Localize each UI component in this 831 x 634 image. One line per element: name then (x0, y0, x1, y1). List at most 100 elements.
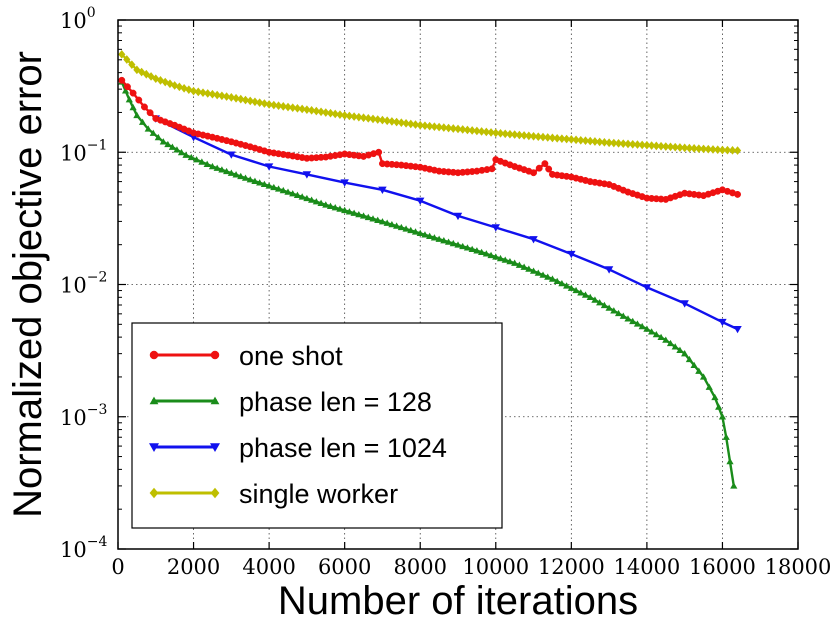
data-point (345, 208, 353, 215)
data-point (586, 293, 594, 301)
data-point (388, 220, 396, 228)
data-point (168, 143, 176, 150)
data-point (251, 177, 259, 184)
data-point (298, 193, 306, 200)
data-point (177, 148, 186, 156)
data-point (530, 169, 538, 177)
data-point (312, 106, 320, 116)
data-point (733, 325, 742, 334)
data-point (676, 143, 684, 152)
data-point (173, 146, 181, 153)
x-tick-label: 14000 (613, 555, 680, 579)
data-point (293, 191, 302, 198)
data-point (435, 122, 443, 132)
data-point (662, 142, 670, 151)
data-point (359, 212, 368, 219)
data-point (331, 109, 339, 119)
data-point (624, 315, 632, 322)
data-point (487, 128, 495, 137)
data-point (237, 172, 245, 180)
tick-layer: 0 2000 4000 6000 8000 10000 12000 14000 16000 180… (60, 5, 831, 579)
data-point (426, 121, 434, 131)
data-point (322, 201, 330, 208)
data-point (232, 171, 240, 178)
data-point (430, 122, 438, 131)
legend-marker (149, 396, 159, 405)
data-point (279, 186, 287, 194)
data-point (355, 112, 363, 122)
y-tick-base: 10 (60, 406, 87, 430)
data-point (265, 100, 273, 109)
data-point (718, 413, 727, 420)
data-point (730, 482, 738, 489)
x-axis-title: Number of iterations (278, 579, 638, 623)
data-point (341, 111, 349, 120)
data-point (718, 318, 727, 327)
legend-marker (149, 487, 159, 499)
data-point (619, 139, 627, 148)
data-point (633, 320, 642, 327)
data-point (289, 103, 297, 112)
data-point (473, 126, 481, 136)
data-point (525, 131, 533, 141)
data-point (378, 186, 387, 195)
data-point (397, 118, 405, 128)
legend-label: phase len = 1024 (239, 433, 447, 463)
data-point (289, 190, 297, 197)
data-point (488, 165, 496, 173)
data-point (199, 88, 207, 97)
data-point (270, 183, 278, 191)
x-tick-label: 18000 (765, 555, 831, 579)
data-point (435, 235, 443, 242)
data-point (558, 279, 566, 287)
data-point (629, 139, 637, 149)
data-point (652, 330, 660, 338)
data-point (227, 93, 235, 102)
data-point (529, 236, 538, 244)
data-point (378, 115, 387, 125)
data-point (440, 123, 448, 132)
data-point (676, 346, 684, 353)
legend-item: single worker (149, 479, 398, 509)
data-point (218, 166, 226, 173)
data-point (302, 171, 312, 179)
data-point (496, 129, 505, 138)
data-point (449, 124, 457, 133)
data-point (666, 142, 675, 152)
data-point (638, 140, 646, 150)
data-point (374, 115, 382, 124)
data-point (733, 146, 742, 155)
data-point (643, 325, 651, 332)
data-point (129, 103, 137, 111)
data-point (529, 267, 538, 274)
data-point (138, 118, 147, 125)
data-point (154, 133, 162, 141)
data-point (198, 158, 206, 165)
data-point (511, 130, 519, 139)
data-point (671, 142, 679, 152)
data-point (501, 129, 509, 139)
data-point (714, 145, 722, 155)
legend-label: phase len = 128 (239, 387, 432, 417)
data-point (482, 127, 490, 137)
legend-label: one shot (239, 341, 343, 371)
data-point (695, 367, 703, 374)
data-point (539, 271, 547, 278)
data-point (496, 254, 505, 262)
legend-marker (210, 487, 220, 499)
data-point (610, 138, 618, 148)
data-point (463, 125, 472, 135)
data-point (581, 136, 590, 145)
legend: one shot phase len = 128 phase len = 1024 s… (131, 322, 503, 529)
data-point (416, 197, 425, 205)
data-point (487, 251, 495, 259)
data-point (614, 139, 623, 148)
data-point (633, 140, 642, 149)
data-point (711, 393, 719, 401)
data-point (256, 179, 264, 186)
data-point (223, 167, 231, 175)
data-point (491, 224, 500, 232)
data-point (642, 284, 652, 292)
data-point (293, 104, 302, 113)
data-point (264, 163, 274, 171)
